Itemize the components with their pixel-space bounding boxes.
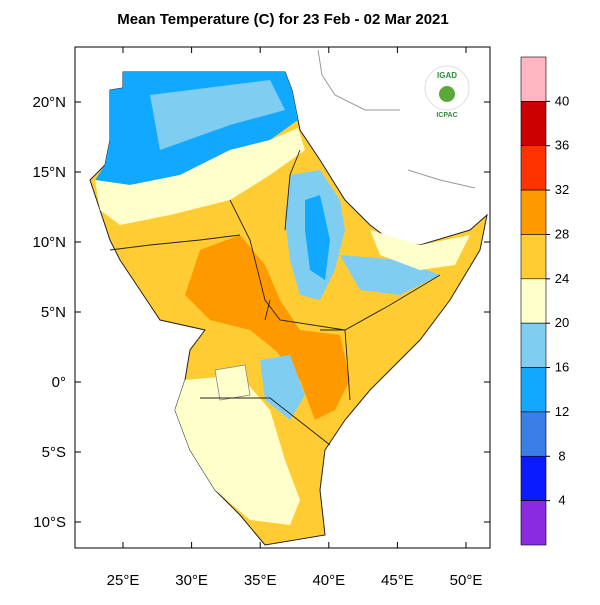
colorbar: 40 36 32 28 24 20 16 12 8 4 — [520, 56, 569, 546]
title: Mean Temperature (C) for 23 Feb - 02 Mar… — [117, 11, 449, 28]
colorbar-bin — [520, 145, 547, 191]
x-tick-label: 40°E — [312, 572, 345, 589]
map-area: IGAD ICPAC — [75, 47, 490, 548]
map-frame — [74, 46, 491, 549]
colorbar-bin — [520, 500, 547, 546]
x-tick-label: 45°E — [381, 572, 414, 589]
colorbar-label: 24 — [555, 271, 569, 286]
colorbar-bin — [520, 411, 547, 457]
colorbar-bin — [520, 322, 547, 368]
colorbar-label: 28 — [555, 226, 569, 241]
colorbar-bin — [520, 56, 547, 102]
colorbar-bin — [520, 101, 547, 147]
logo-emblem — [439, 86, 455, 102]
y-tick-label: 10°S — [33, 514, 66, 531]
colorbar-bin — [520, 367, 547, 413]
y-tick-label: 10°N — [32, 234, 66, 251]
y-tick-label: 5°S — [42, 444, 66, 461]
colorbar-label: 20 — [555, 315, 569, 330]
x-tick-label: 50°E — [450, 572, 483, 589]
x-tick-label: 35°E — [244, 572, 277, 589]
colorbar-label: 12 — [555, 404, 569, 419]
colorbar-label: 8 — [558, 448, 565, 463]
logo-subtitle: ICPAC — [436, 112, 457, 119]
colorbar-bin — [520, 234, 547, 280]
colorbar-bin — [520, 455, 547, 501]
x-tick-label: 30°E — [175, 572, 208, 589]
colorbar-label: 4 — [558, 493, 565, 508]
colorbar-label: 16 — [555, 360, 569, 375]
colorbar-bin — [520, 189, 547, 235]
colorbar-bin — [520, 278, 547, 324]
axes: 25°E 30°E 35°E 40°E 45°E 50°E 20°N 15°N 10°N 5°N 0… — [32, 47, 490, 589]
y-tick-label: 20°N — [32, 94, 66, 111]
y-tick-label: 5°N — [41, 304, 66, 321]
colorbar-label: 32 — [555, 182, 569, 197]
colorbar-label: 36 — [555, 138, 569, 153]
x-tick-label: 25°E — [107, 572, 140, 589]
colorbar-label: 40 — [555, 93, 569, 108]
y-tick-label: 0° — [52, 374, 66, 391]
logo-name: IGAD — [437, 71, 457, 80]
y-tick-label: 15°N — [32, 164, 66, 181]
